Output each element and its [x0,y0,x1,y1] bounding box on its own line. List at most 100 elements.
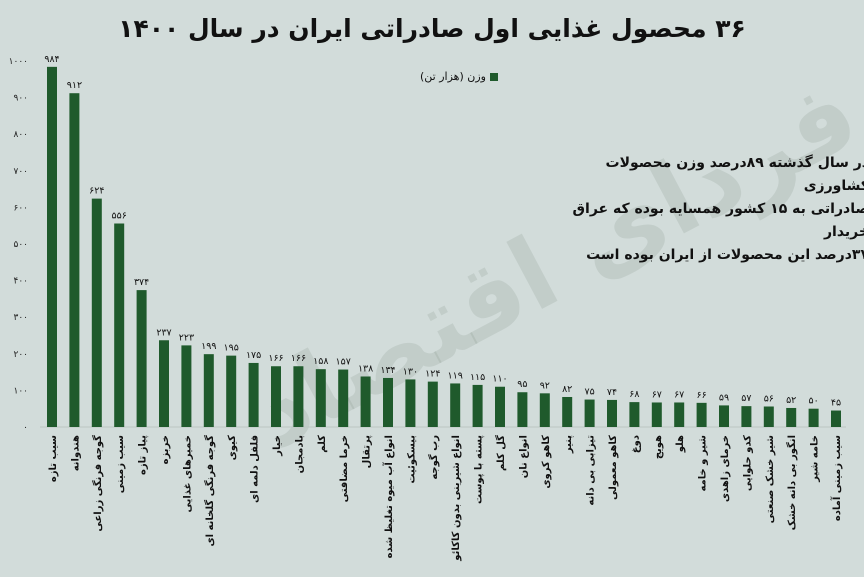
data-label: ۹۲ [540,380,550,391]
y-tick-label: ۱۰۰۰ [9,57,28,67]
data-label: ۶۷ [652,389,662,400]
y-tick-label: ۹۰۰ [13,94,28,104]
data-label: ۲۳۷ [156,327,171,338]
bar [159,340,169,427]
data-label: ۹۱۲ [67,80,82,91]
x-tick-label: کدو حلوایی [742,435,753,491]
x-tick-label: خیار [272,435,283,457]
annotation-line: صادراتی به ۱۵ کشور همسایه بوده که عراق خ… [572,201,864,240]
x-tick-label: دوغ [630,435,641,453]
x-tick-label: بیسکوئیت [406,435,417,484]
x-tick-label: پنیر [563,435,574,454]
x-tick-label: گوجه فرنگی گلخانه ای [203,435,216,547]
data-label: ۱۹۵ [224,343,239,354]
bar [763,406,774,427]
annotation-line: ۳۷درصد این محصولات از ایران بوده است [586,247,864,263]
x-tick-label: سیب تازه [48,435,59,482]
bar [539,393,550,427]
data-label: ۱۵۸ [313,356,328,367]
data-label: ۵۶ [764,394,774,405]
bar [651,402,662,427]
x-tick-label: پسته با پوست [474,435,485,504]
data-label: ۱۳۸ [358,363,373,374]
bar [360,376,371,427]
data-label: ۵۹ [719,392,729,403]
data-label: ۱۵۷ [336,357,351,368]
x-tick-label: هویج [653,435,664,459]
x-tick-label: گل کلم [494,435,507,471]
legend-label: وزن (هزار تن) [420,70,486,83]
data-label: ۶۶ [696,390,706,401]
chart-title: ۳۶ محصول غذایی اول صادراتی ایران در سال … [118,14,746,43]
annotation: در سال گذشته ۸۹درصد وزن محصولات کشاورزی … [539,152,864,267]
bar [271,366,281,427]
y-tick-label: ۶۰۰ [13,203,28,213]
data-label: ۱۳۰ [403,366,418,377]
bar [114,223,125,427]
x-tick-label: سیب زمینی آماده [830,435,843,521]
x-tick-label: سیب زمینی [115,435,126,493]
data-label: ۳۷۴ [134,277,149,288]
data-label: ۱۷۵ [246,350,261,361]
bar [383,377,393,427]
x-tick-label: هندوانه [70,435,81,471]
bar [203,354,214,427]
x-tick-label: خرما مضافتی [339,435,350,502]
x-tick-label: کاهو کروی [541,435,552,489]
data-label: ۶۲۴ [89,186,104,197]
bar [450,383,461,427]
data-label: ۵۰ [808,396,818,407]
data-label: ۵۷ [741,393,751,404]
data-label: ۱۶۶ [268,353,283,364]
data-label: ۶۷ [674,389,684,400]
x-tick-label: انواع شیرینی بدون کاکائو [451,435,462,562]
x-tick-label: کیوی [227,435,238,461]
bar [607,399,617,427]
x-tick-label: انواع آب میوه تغلیظ شده [382,435,395,558]
data-label: ۱۲۴ [425,369,440,380]
bar [338,369,349,427]
x-tick-label: خمیرهای غذایی [182,435,193,512]
bar [405,379,416,427]
x-tick-label: گوجه فرنگی زراعی [91,435,104,532]
x-tick-label: خربزه [160,435,171,464]
bar [472,384,483,427]
x-tick-label: فلفل دلمه ای [250,435,261,503]
x-tick-label: خرمای زاهدی [720,435,731,502]
y-tick-label: ۲۰۰ [13,350,28,360]
data-label: ۵۲ [786,395,796,406]
bar [629,402,640,427]
data-label: ۶۸ [629,389,639,400]
y-tick-label: ۱۰۰ [13,386,28,396]
x-tick-label: پرتقال [362,435,373,469]
x-tick-label: بادمجان [294,435,305,473]
y-tick-label: ۵۰۰ [13,240,28,250]
data-label: ۱۱۰ [492,374,507,385]
data-label: ۱۹۹ [201,341,216,352]
y-tick-label: ۷۰۰ [13,167,28,177]
y-tick-label: ۰ [23,423,28,433]
y-tick-label: ۴۰۰ [13,277,28,287]
x-tick-label: خامه شیر [810,435,821,483]
bar [831,410,841,427]
bar [786,407,797,427]
bar [47,66,57,427]
x-tick-label: شیر و خامه [698,435,709,492]
bar [248,362,259,427]
bar [293,366,304,427]
y-tick-label: ۸۰۰ [13,130,28,140]
bar [315,369,326,427]
bar [562,396,573,427]
data-label: ۵۵۶ [112,211,127,222]
x-tick-label: رب گوجه [427,435,440,480]
data-label: ۷۵ [584,387,594,398]
legend-swatch [489,72,498,81]
bar [696,402,707,427]
bar [741,406,752,427]
x-tick-label: انواع نان [518,435,529,478]
x-tick-label: کاهو معمولی [608,435,619,500]
data-label: ۹۵ [517,379,527,390]
bar [517,392,528,427]
data-label: ۲۲۳ [179,332,194,343]
